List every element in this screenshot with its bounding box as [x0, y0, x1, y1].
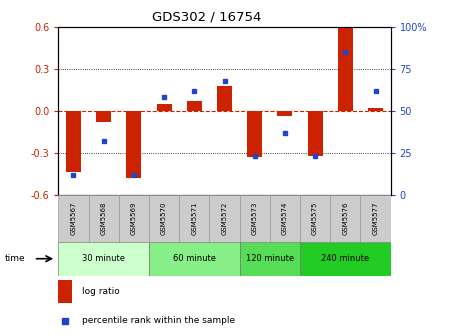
Bar	[58, 242, 149, 276]
Bar	[330, 195, 361, 242]
Bar	[240, 195, 270, 242]
Text: percentile rank within the sample: percentile rank within the sample	[82, 317, 235, 325]
Text: GSM5567: GSM5567	[70, 202, 76, 235]
Text: log ratio: log ratio	[82, 287, 119, 296]
Text: GSM5568: GSM5568	[101, 202, 107, 235]
Bar	[119, 195, 149, 242]
Bar	[247, 111, 262, 157]
Bar	[240, 242, 300, 276]
Bar	[149, 195, 179, 242]
Text: GSM5577: GSM5577	[373, 202, 379, 235]
Text: GSM5575: GSM5575	[312, 202, 318, 235]
Bar	[368, 108, 383, 111]
Text: GDS302 / 16754: GDS302 / 16754	[152, 10, 261, 23]
Text: GSM5571: GSM5571	[191, 202, 197, 235]
Bar	[157, 104, 172, 111]
Bar	[149, 242, 240, 276]
Text: 240 minute: 240 minute	[321, 254, 370, 263]
Bar	[179, 195, 209, 242]
Bar	[270, 195, 300, 242]
Text: 120 minute: 120 minute	[246, 254, 294, 263]
Bar	[300, 242, 391, 276]
Text: time: time	[4, 254, 25, 263]
Text: 30 minute: 30 minute	[82, 254, 125, 263]
Text: GSM5570: GSM5570	[161, 202, 167, 235]
Bar	[126, 111, 141, 178]
Bar	[209, 195, 240, 242]
Bar	[277, 111, 292, 117]
Text: GSM5574: GSM5574	[282, 202, 288, 235]
Bar	[361, 195, 391, 242]
Bar	[338, 27, 353, 111]
Text: GSM5576: GSM5576	[342, 202, 348, 235]
Bar	[217, 86, 232, 111]
Bar	[187, 101, 202, 111]
Bar	[58, 195, 88, 242]
Text: GSM5572: GSM5572	[221, 202, 228, 235]
Bar	[58, 280, 72, 303]
Text: GSM5573: GSM5573	[252, 202, 258, 235]
Bar	[96, 111, 111, 122]
Text: 60 minute: 60 minute	[173, 254, 216, 263]
Bar	[300, 195, 330, 242]
Text: GSM5569: GSM5569	[131, 202, 137, 235]
Bar	[308, 111, 323, 156]
Bar	[88, 195, 119, 242]
Bar	[66, 111, 81, 172]
